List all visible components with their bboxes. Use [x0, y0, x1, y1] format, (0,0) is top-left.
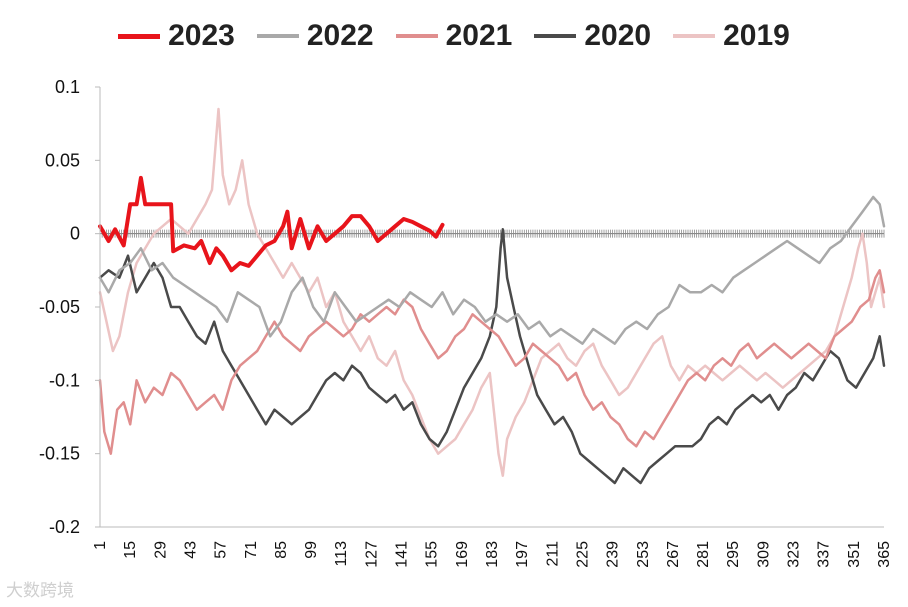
- axes-layer: 0.1 0.05 0 -0.05 -0.1 -0.15 -0.2 1 15 29 43 57 71 85 9…: [39, 77, 893, 568]
- legend-item-2021[interactable]: 2021: [395, 19, 513, 53]
- x-tick-label: 211: [544, 541, 561, 567]
- legend-swatch-2020: [534, 34, 577, 38]
- y-tick-label: -0.15: [39, 444, 80, 464]
- x-tick-label: 99: [303, 541, 320, 559]
- x-tick-label: 365: [876, 541, 893, 568]
- legend-swatch-2021: [395, 34, 438, 38]
- x-tick-label: 197: [514, 541, 531, 568]
- legend-swatch-2019: [673, 34, 716, 38]
- x-tick-label: 85: [273, 541, 290, 559]
- legend-item-2019[interactable]: 2019: [673, 19, 790, 53]
- x-tick-label: 15: [122, 541, 139, 559]
- watermark: 大数跨境: [6, 576, 74, 601]
- x-tick-label: 295: [725, 541, 742, 568]
- x-tick-label: 267: [665, 541, 682, 568]
- x-tick-label: 337: [816, 541, 833, 568]
- x-tick-label: 57: [213, 541, 230, 559]
- legend-swatch-2022: [256, 34, 299, 38]
- x-tick-label: 351: [846, 541, 863, 568]
- series-layer: [98, 107, 886, 485]
- x-tick-label: 1: [92, 541, 109, 550]
- y-tick-label: -0.1: [49, 370, 80, 390]
- series-line-2019: [98, 107, 886, 477]
- legend-label-2020: 2020: [584, 19, 652, 52]
- series-line-2022: [98, 195, 886, 345]
- watermark-text: 大数跨境: [6, 581, 74, 601]
- y-tick-label: 0: [70, 224, 80, 244]
- series-line-2023: [98, 175, 445, 273]
- zero-line-hatch: [99, 229, 885, 238]
- legend-label-2023: 2023: [168, 19, 235, 52]
- x-tick-label: 253: [635, 541, 652, 568]
- x-tick-label: 281: [695, 541, 712, 568]
- x-tick-label: 71: [243, 541, 260, 559]
- y-tick-label: 0.05: [45, 150, 80, 170]
- x-tick-label: 141: [394, 541, 411, 568]
- x-tick-label: 309: [755, 541, 772, 568]
- legend-label-2019: 2019: [723, 19, 790, 52]
- legend-swatch-2023: [118, 33, 161, 39]
- x-tick-label: 29: [152, 541, 169, 559]
- legend-label-2022: 2022: [306, 19, 374, 52]
- y-tick-label: -0.05: [39, 297, 80, 317]
- y-tick-label: -0.2: [49, 517, 80, 537]
- x-tick-label: 113: [333, 541, 350, 567]
- legend-item-2023[interactable]: 2023: [118, 19, 235, 53]
- legend-item-2022[interactable]: 2022: [256, 19, 374, 53]
- series-line-2021: [98, 269, 886, 455]
- legend: 2023 2022 2021 2020 2019: [0, 14, 908, 58]
- legend-item-2020[interactable]: 2020: [534, 19, 651, 53]
- x-tick-label: 155: [424, 541, 441, 568]
- x-tick-label: 239: [605, 541, 622, 568]
- x-tick-label: 323: [786, 541, 803, 568]
- x-tick-label: 127: [363, 541, 380, 568]
- x-tick-label: 169: [454, 541, 471, 568]
- x-tick-label: 225: [574, 541, 591, 568]
- series-line-2020: [98, 228, 886, 485]
- x-tick-label: 43: [182, 541, 199, 559]
- legend-label-2021: 2021: [445, 19, 513, 52]
- x-tick-label: 183: [484, 541, 501, 568]
- y-tick-label: 0.1: [55, 77, 80, 97]
